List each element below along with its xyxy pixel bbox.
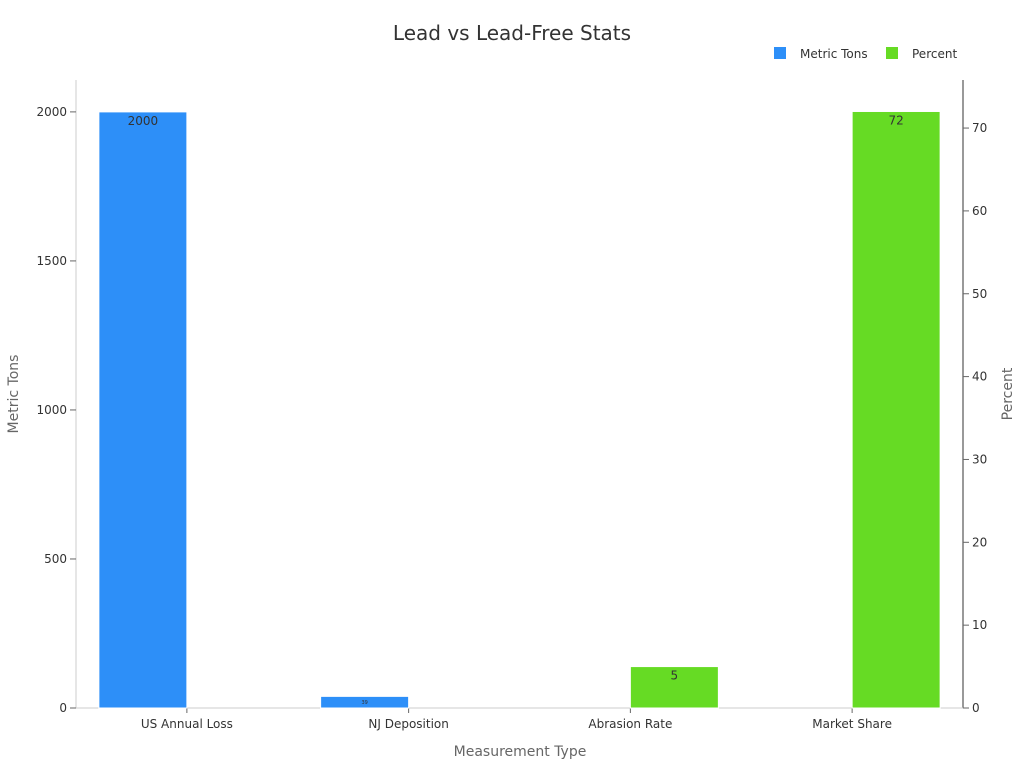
y-tick-label: 0	[59, 701, 67, 715]
x-tick-label: Market Share	[812, 717, 892, 731]
x-tick-label: NJ Deposition	[368, 717, 448, 731]
y-tick-label: 1500	[36, 254, 67, 268]
y2-tick-label: 0	[972, 701, 980, 715]
y2-tick-label: 60	[972, 204, 987, 218]
bar-metric-tons	[98, 111, 188, 709]
y2-tick-label: 70	[972, 121, 987, 135]
y-tick-label: 500	[44, 552, 67, 566]
bar-data-label: 72	[888, 113, 903, 127]
legend-swatch	[774, 47, 786, 59]
legend-label: Percent	[912, 47, 957, 61]
y2-tick-label: 40	[972, 370, 987, 384]
y2-tick-label: 50	[972, 287, 987, 301]
bar-percent	[629, 666, 719, 709]
legend-label: Metric Tons	[800, 47, 868, 61]
y2-tick-label: 10	[972, 618, 987, 632]
x-tick-label: Abrasion Rate	[588, 717, 672, 731]
bar-data-label: 2000	[128, 114, 159, 128]
x-tick-label: US Annual Loss	[141, 717, 233, 731]
y2-tick-label: 30	[972, 452, 987, 466]
y-axis-label: Metric Tons	[6, 355, 22, 434]
chart-title: Lead vs Lead-Free Stats	[393, 21, 631, 45]
legend-swatch	[886, 47, 898, 59]
bar-metric-tons	[320, 695, 410, 709]
y2-axis-label: Percent	[1000, 367, 1016, 420]
bar-percent	[851, 110, 941, 709]
y2-tick-label: 20	[972, 535, 987, 549]
x-axis-label: Measurement Type	[454, 744, 587, 760]
y-tick-label: 2000	[36, 105, 67, 119]
bar-data-label: 5	[671, 669, 679, 683]
y-tick-label: 1000	[36, 403, 67, 417]
bar-data-label: 39	[361, 700, 367, 706]
